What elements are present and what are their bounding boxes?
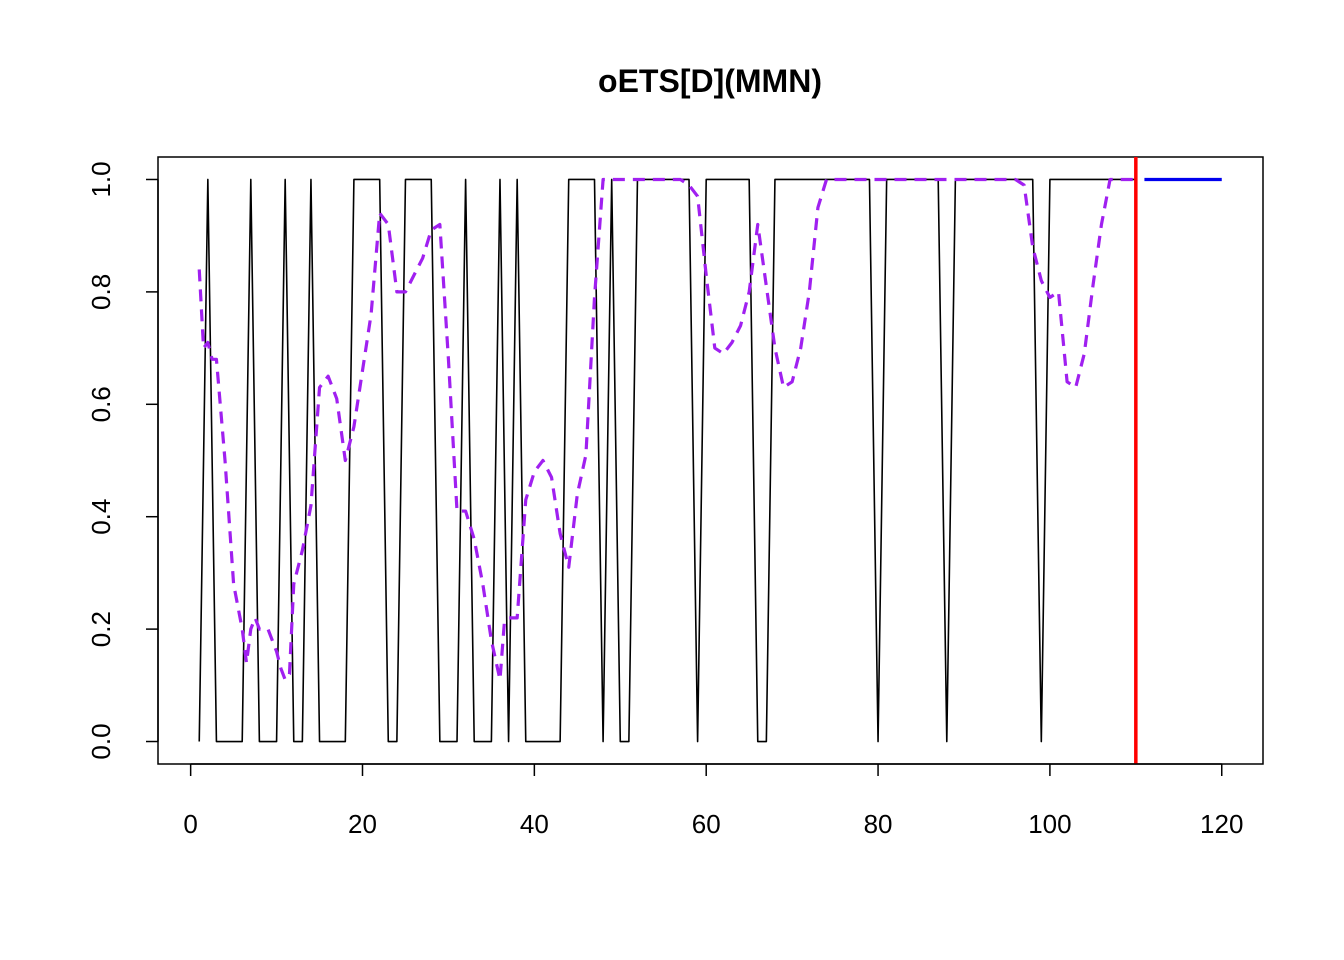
x-tick-label: 120 [1200,809,1243,839]
x-axis: 0 20 40 60 80 100 120 [183,763,1243,839]
x-tick-label: 0 [183,809,197,839]
fitted-line [197,177,1136,682]
x-tick-label: 80 [864,809,893,839]
y-tick-label: 0.6 [86,386,116,422]
x-tick-label: 60 [692,809,721,839]
y-tick-label: 0.8 [86,274,116,310]
x-tick-label: 100 [1028,809,1071,839]
y-tick-label: 0.4 [86,499,116,535]
y-axis: 0.0 0.2 0.4 0.6 0.8 1.0 [86,161,159,760]
x-tick-label: 40 [520,809,549,839]
y-tick-label: 0.2 [86,611,116,647]
x-tick-label: 20 [348,809,377,839]
y-tick-label: 1.0 [86,161,116,197]
chart-title: oETS[D](MMN) [598,63,822,99]
y-tick-label: 0.0 [86,723,116,759]
actuals-line [198,178,1136,743]
plot-area [157,156,1264,765]
plot-frame [157,156,1264,765]
